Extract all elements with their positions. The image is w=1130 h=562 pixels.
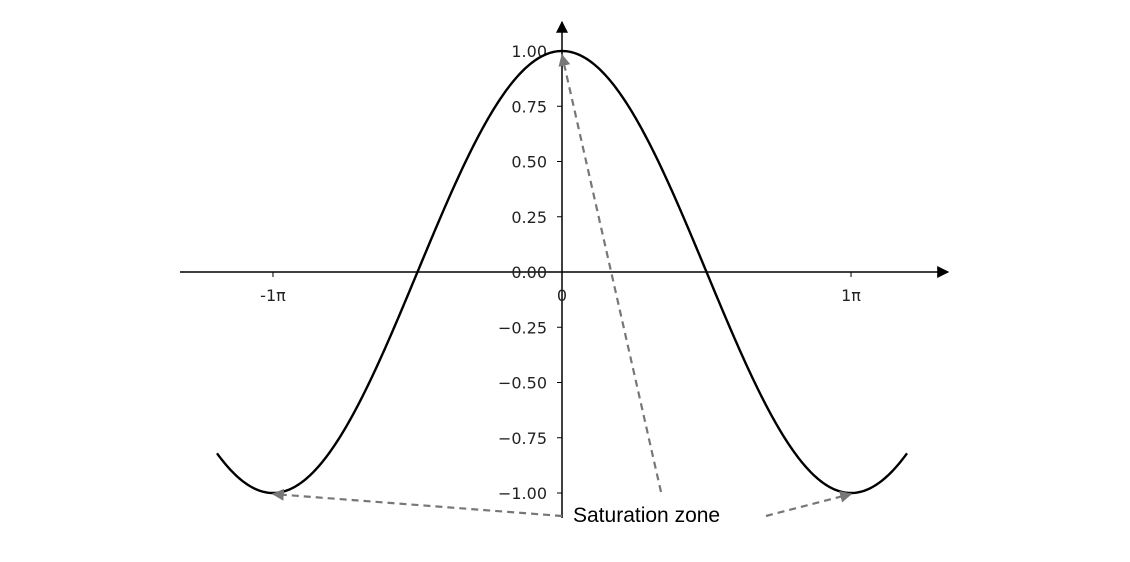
annotation-arrow xyxy=(558,53,663,493)
axes xyxy=(180,20,950,518)
y-tick-label: −0.25 xyxy=(498,318,547,337)
series xyxy=(216,49,908,495)
y-tick-label: 1.00 xyxy=(511,42,547,61)
annotations: Saturation zone xyxy=(271,53,853,527)
y-tick-label: 0.00 xyxy=(511,263,547,282)
y-tick-label: 0.75 xyxy=(511,97,547,116)
y-tick-label: −0.50 xyxy=(498,374,547,393)
y-tick-label: −0.75 xyxy=(498,429,547,448)
x-axis-ticks: -1π 0 1π xyxy=(260,272,861,305)
x-tick-label: 0 xyxy=(557,286,567,305)
annotation-arrow xyxy=(765,490,853,518)
x-tick-label: -1π xyxy=(260,286,286,305)
y-tick-label: −1.00 xyxy=(498,484,547,503)
annotation-arrow xyxy=(271,488,563,518)
annotation-label: Saturation zone xyxy=(573,504,720,527)
cosine-line xyxy=(216,49,908,495)
x-tick-label: 1π xyxy=(841,286,861,305)
y-axis-ticks: 1.00 0.75 0.50 0.25 0.00 −0.25 −0.50 −0.75 −1.00 xyxy=(498,42,562,503)
y-tick-label: 0.50 xyxy=(511,153,547,172)
y-tick-label: 0.25 xyxy=(511,208,547,227)
